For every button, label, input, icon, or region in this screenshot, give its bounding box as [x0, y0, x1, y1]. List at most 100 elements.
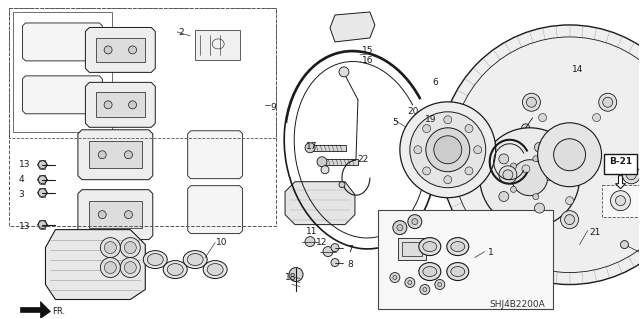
- Circle shape: [603, 97, 612, 107]
- Text: 15: 15: [362, 46, 373, 55]
- Circle shape: [511, 186, 516, 192]
- Bar: [378, 210, 552, 309]
- Circle shape: [104, 241, 116, 254]
- Circle shape: [621, 241, 628, 249]
- Circle shape: [499, 191, 509, 202]
- Polygon shape: [22, 23, 102, 61]
- Polygon shape: [85, 27, 156, 72]
- Circle shape: [533, 156, 539, 162]
- Circle shape: [434, 136, 462, 164]
- Circle shape: [426, 128, 470, 172]
- Circle shape: [538, 123, 602, 187]
- Circle shape: [534, 142, 545, 152]
- Circle shape: [339, 182, 345, 188]
- Circle shape: [331, 259, 339, 267]
- Text: 12: 12: [316, 238, 328, 247]
- Circle shape: [38, 189, 47, 197]
- Text: 14: 14: [572, 65, 583, 74]
- Circle shape: [99, 211, 106, 219]
- Circle shape: [305, 143, 315, 153]
- Circle shape: [527, 97, 536, 107]
- Ellipse shape: [183, 251, 207, 269]
- Text: 1: 1: [488, 248, 493, 256]
- Circle shape: [38, 221, 47, 229]
- Polygon shape: [85, 82, 156, 127]
- Ellipse shape: [451, 267, 465, 277]
- Text: 13: 13: [19, 160, 30, 169]
- Circle shape: [100, 238, 120, 257]
- Polygon shape: [78, 190, 153, 240]
- Bar: [8, 8, 276, 138]
- Circle shape: [124, 262, 136, 274]
- Circle shape: [611, 191, 630, 211]
- Polygon shape: [188, 131, 243, 179]
- Circle shape: [289, 268, 303, 282]
- FancyArrow shape: [616, 176, 625, 189]
- Circle shape: [465, 167, 473, 175]
- Bar: [320, 159, 358, 165]
- Ellipse shape: [167, 263, 183, 276]
- Ellipse shape: [423, 267, 437, 277]
- Polygon shape: [78, 130, 153, 180]
- Text: 4: 4: [19, 175, 24, 184]
- Circle shape: [410, 112, 486, 188]
- Ellipse shape: [423, 241, 437, 252]
- Text: 21: 21: [589, 228, 601, 237]
- Bar: [308, 145, 346, 151]
- Circle shape: [100, 257, 120, 278]
- Ellipse shape: [163, 261, 188, 278]
- Bar: [89, 141, 141, 168]
- Polygon shape: [20, 301, 51, 318]
- Circle shape: [561, 211, 579, 229]
- Circle shape: [474, 146, 482, 154]
- Circle shape: [124, 241, 136, 254]
- Ellipse shape: [447, 263, 468, 280]
- Circle shape: [104, 101, 112, 109]
- Circle shape: [522, 124, 530, 132]
- Bar: [195, 30, 240, 60]
- Circle shape: [420, 285, 430, 294]
- Circle shape: [522, 165, 530, 173]
- Text: 9: 9: [270, 103, 276, 112]
- Bar: [8, 8, 276, 226]
- Circle shape: [616, 196, 625, 206]
- Bar: [96, 93, 145, 117]
- Bar: [602, 185, 639, 217]
- Circle shape: [534, 203, 545, 213]
- Circle shape: [339, 67, 349, 77]
- Circle shape: [533, 194, 539, 200]
- Ellipse shape: [188, 254, 203, 265]
- Circle shape: [564, 215, 575, 225]
- Circle shape: [440, 25, 640, 285]
- Circle shape: [539, 114, 547, 122]
- Circle shape: [557, 173, 566, 183]
- Text: 16: 16: [362, 56, 373, 65]
- Text: FR.: FR.: [52, 308, 65, 316]
- Circle shape: [423, 287, 427, 292]
- Circle shape: [512, 160, 548, 196]
- Text: 5: 5: [392, 118, 397, 127]
- Circle shape: [547, 175, 552, 181]
- Circle shape: [465, 125, 473, 133]
- Circle shape: [120, 257, 140, 278]
- Circle shape: [120, 238, 140, 257]
- Text: 17: 17: [306, 142, 317, 151]
- Circle shape: [480, 128, 580, 228]
- Circle shape: [622, 166, 640, 184]
- Circle shape: [390, 272, 400, 283]
- Circle shape: [408, 280, 412, 285]
- Circle shape: [435, 279, 445, 290]
- Polygon shape: [188, 186, 243, 234]
- Ellipse shape: [451, 241, 465, 252]
- Circle shape: [511, 163, 516, 169]
- Ellipse shape: [419, 238, 441, 256]
- Ellipse shape: [447, 238, 468, 256]
- Circle shape: [323, 247, 333, 256]
- Circle shape: [38, 176, 47, 184]
- Text: 22: 22: [357, 155, 368, 164]
- Circle shape: [99, 151, 106, 159]
- Circle shape: [408, 215, 422, 229]
- Circle shape: [499, 166, 517, 184]
- Bar: [398, 238, 426, 260]
- Circle shape: [104, 262, 116, 274]
